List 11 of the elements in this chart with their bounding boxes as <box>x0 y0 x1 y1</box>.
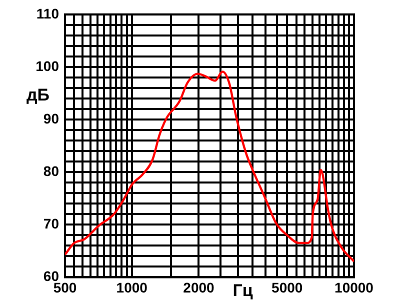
x-tick-label: 10000 <box>334 279 374 296</box>
y-tick-label: 110 <box>36 5 60 22</box>
y-tick-label: 80 <box>43 162 60 179</box>
y-axis-title: дБ <box>26 86 50 105</box>
x-tick-label: 2000 <box>183 279 215 296</box>
x-tick-label: 5000 <box>272 279 303 296</box>
x-tick-label: 1000 <box>116 279 148 296</box>
x-axis-title: Гц <box>232 280 254 300</box>
y-tick-label: 90 <box>43 110 60 126</box>
y-tick-label: 100 <box>36 58 60 74</box>
y-tick-label: 70 <box>43 216 60 232</box>
